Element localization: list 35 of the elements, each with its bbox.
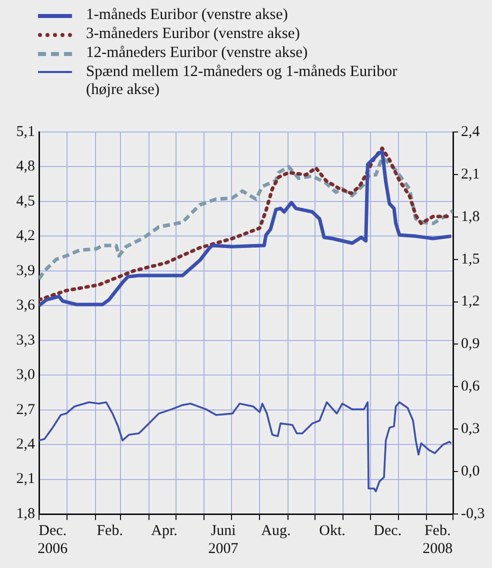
y2-tick-label: 0,0 [461,463,480,480]
x-tick-label: Feb. 2008 [422,522,453,557]
x-tick-label: Feb. [96,522,123,539]
y2-tick-label: 1,8 [461,208,480,225]
y2-tick-label: 1,5 [461,251,480,268]
legend-label: 3-måneders Euribor (venstre akse) [86,25,300,43]
y-tick-label: 3,0 [16,367,35,384]
y-tick-label: 1,8 [16,506,35,522]
x-tick-label: Dec. [374,522,402,539]
x-tick-label: Apr. [151,522,178,539]
x-tick-label: Okt. [319,522,346,539]
x-tick-label: Juni 2007 [208,522,239,557]
legend-label: 1-måneds Euribor (venstre akse) [86,6,288,24]
y2-tick-label: 0,3 [461,421,480,438]
y-tick-label: 4,8 [16,158,35,175]
y-tick-label: 2,1 [16,471,35,488]
legend-label: Spænd mellem 12-måneders og 1-måneds Euribor (højre akse) [86,63,398,99]
y-tick-label: 3,9 [16,262,35,279]
y2-tick-label: 0,9 [461,336,480,352]
x-tick-label: Aug. [261,522,291,539]
y-tick-label: 2,4 [16,436,36,452]
y2-tick-label: -0,3 [461,506,485,522]
line-series [39,156,453,281]
y2-tick-label: 0,6 [461,378,480,395]
y2-tick-label: 2,4 [461,124,480,140]
y2-tick-label: 2,1 [461,166,480,182]
legend-label: 12-måneders Euribor (venstre akse) [86,44,308,62]
y-tick-label: 5,1 [16,124,35,140]
x-tick-label: Dec. 2006 [38,522,68,557]
y-tick-label: 3,3 [16,332,35,348]
y2-tick-label: 1,2 [461,294,480,310]
y-tick-label: 3,6 [16,298,36,314]
y-tick-label: 4,2 [16,228,35,244]
y-tick-label: 2,7 [16,402,36,418]
y-tick-label: 4,5 [16,193,35,210]
